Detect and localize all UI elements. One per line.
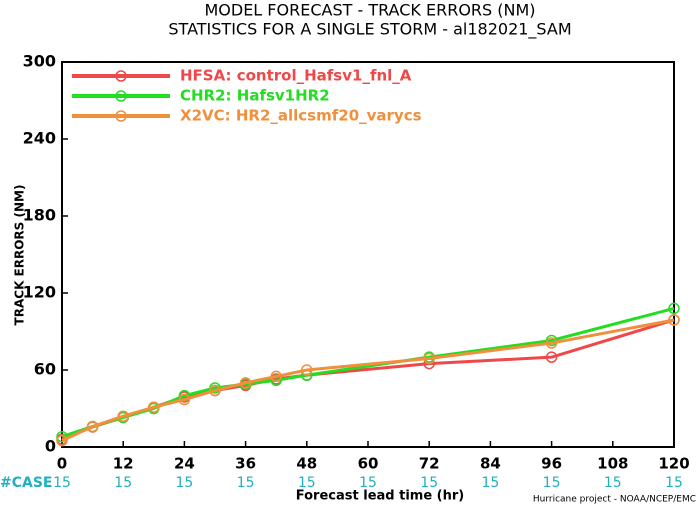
- legend-marker: [115, 110, 127, 122]
- data-point: [270, 370, 282, 383]
- chart-title: MODEL FORECAST - TRACK ERRORS (NM): [204, 1, 535, 20]
- y-tick-label: 0: [45, 437, 56, 456]
- series-line: [61, 318, 675, 442]
- case-count: 15: [359, 475, 377, 491]
- data-point: [545, 337, 558, 349]
- data-point: [148, 401, 160, 413]
- legend-marker: [115, 90, 127, 102]
- legend-label: CHR2: Hafsv1HR2: [180, 87, 330, 105]
- legend-label: HFSA: control_Hafsv1_fnl_A: [180, 67, 412, 85]
- x-tick-label: 120: [658, 455, 689, 473]
- case-count: 15: [53, 475, 71, 491]
- x-tick-label: 96: [541, 455, 562, 473]
- y-axis-label: TRACK ERRORS (NM): [13, 185, 27, 326]
- data-point: [668, 302, 680, 315]
- data-point: [209, 384, 221, 397]
- case-count: 15: [481, 475, 499, 491]
- data-point: [178, 393, 191, 406]
- y-tick-label: 180: [23, 206, 56, 225]
- x-tick-label: 36: [235, 455, 256, 473]
- data-point: [668, 314, 680, 326]
- case-count: 15: [543, 475, 561, 491]
- legend-label: X2VC: HR2_allcsmf20_varycs: [180, 107, 422, 125]
- x-tick-label: 84: [480, 455, 501, 473]
- data-point: [56, 434, 68, 447]
- y-tick-label: 60: [34, 360, 56, 379]
- data-point: [423, 352, 435, 365]
- data-point: [301, 364, 313, 376]
- y-tick-label: 300: [23, 52, 56, 71]
- case-count: 15: [175, 475, 193, 491]
- case-count: 15: [298, 475, 316, 491]
- x-tick-label: 12: [113, 455, 134, 473]
- data-point: [86, 420, 99, 433]
- data-point: [239, 377, 252, 389]
- data-point: [545, 351, 558, 363]
- x-tick-label: 24: [174, 455, 195, 473]
- x-tick-label: 108: [597, 455, 628, 473]
- x-tick-label: 72: [419, 455, 440, 473]
- legend-marker: [115, 70, 127, 82]
- x-tick-label: 60: [358, 455, 379, 473]
- case-count: 15: [114, 475, 132, 491]
- chart-subtitle: STATISTICS FOR A SINGLE STORM - al182021…: [168, 20, 571, 40]
- x-tick-label: 48: [296, 455, 317, 473]
- footer: Hurricane project - NOAA/NCEP/EMC: [533, 495, 696, 505]
- case-count: 15: [420, 475, 438, 491]
- y-tick-label: 120: [23, 283, 56, 302]
- case-count: 15: [237, 475, 255, 491]
- data-point: [117, 410, 129, 422]
- case-count: 15: [604, 475, 622, 491]
- series-line: [61, 306, 675, 439]
- x-tick-label: 0: [57, 455, 67, 473]
- x-axis-label: Forecast lead time (hr): [296, 489, 464, 504]
- case-count: 15: [665, 475, 683, 491]
- case-label: #CASE: [0, 475, 53, 491]
- y-tick-label: 240: [23, 129, 56, 148]
